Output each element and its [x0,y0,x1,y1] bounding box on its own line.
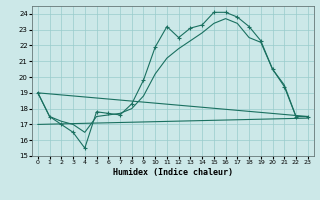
X-axis label: Humidex (Indice chaleur): Humidex (Indice chaleur) [113,168,233,177]
